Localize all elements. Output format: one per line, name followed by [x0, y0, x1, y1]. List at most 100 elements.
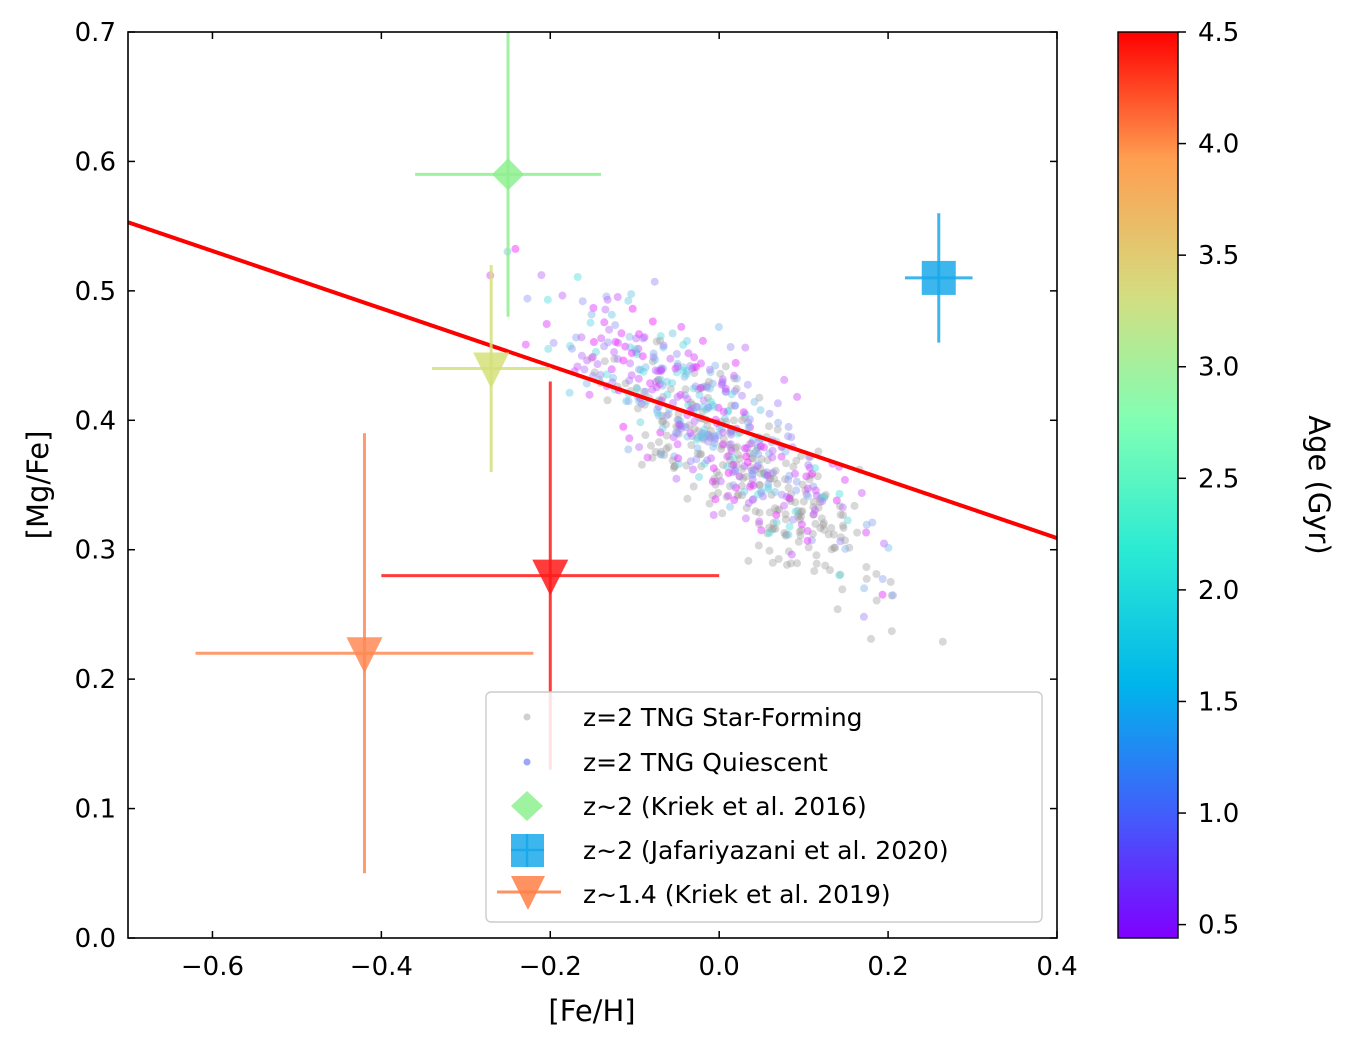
star-forming-point	[711, 480, 720, 489]
quiescent-point	[558, 291, 567, 300]
star-forming-point	[610, 354, 619, 363]
colorbar	[1117, 31, 1179, 939]
star-forming-point	[730, 374, 739, 383]
quiescent-point	[659, 364, 668, 373]
star-forming-point	[740, 413, 749, 422]
quiescent-point	[777, 490, 786, 499]
quiescent-point	[697, 429, 706, 438]
quiescent-point	[611, 321, 620, 330]
quiescent-point	[692, 363, 701, 372]
quiescent-point	[614, 338, 622, 347]
quiescent-point	[788, 515, 797, 524]
star-forming-point	[814, 503, 823, 512]
star-forming-point	[685, 421, 694, 430]
quiescent-point	[785, 522, 794, 531]
star-forming-point	[825, 566, 834, 575]
quiescent-point	[636, 418, 645, 427]
quiescent-point	[710, 402, 719, 411]
star-forming-point	[747, 480, 756, 489]
star-forming-point	[686, 398, 695, 407]
quiescent-point	[782, 492, 791, 501]
quiescent-point	[835, 489, 844, 498]
quiescent-point	[634, 397, 643, 406]
quiescent-point	[656, 332, 665, 341]
quiescent-point	[619, 422, 628, 431]
star-forming-point	[703, 421, 712, 430]
legend-marker-quiescent	[523, 758, 531, 766]
star-forming-point	[821, 491, 830, 499]
star-forming-point	[801, 486, 810, 495]
quiescent-point	[699, 403, 707, 412]
star-forming-point	[798, 480, 807, 489]
quiescent-point	[716, 477, 725, 486]
quiescent-point	[690, 417, 699, 426]
star-forming-point	[745, 449, 754, 458]
axis-ticks: −0.6 −0.4 −0.2 0.0 0.2 0.4 0.0 0.1 0.2 0.3 0.4 0.5 0…	[75, 18, 1078, 982]
star-forming-point	[809, 503, 818, 512]
star-forming-point	[853, 528, 862, 537]
quiescent-point	[803, 536, 812, 545]
quiescent-point	[639, 367, 648, 376]
x-tick-label: 0.4	[1036, 952, 1077, 982]
legend-label-kriek2016: z~2 (Kriek et al. 2016)	[583, 792, 867, 821]
legend-label-quiescent: z=2 TNG Quiescent	[583, 748, 828, 777]
quiescent-point	[617, 329, 626, 338]
star-forming-point	[747, 454, 756, 462]
quiescent-point	[610, 348, 619, 357]
star-forming-point	[811, 519, 820, 528]
quiescent-point	[718, 379, 727, 388]
star-forming-point	[718, 509, 727, 518]
quiescent-point	[626, 343, 635, 352]
quiescent-point	[803, 527, 812, 535]
quiescent-point	[671, 364, 680, 373]
star-forming-point	[812, 559, 821, 568]
quiescent-point	[676, 424, 685, 433]
quiescent-point	[739, 408, 748, 417]
quiescent-point	[817, 493, 826, 502]
quiescent-point	[624, 397, 633, 406]
fit-line-layer	[128, 220, 1057, 540]
quiescent-point	[659, 341, 668, 350]
quiescent-point	[679, 422, 687, 431]
quiescent-point	[714, 431, 723, 440]
quiescent-point	[690, 363, 698, 372]
quiescent-point	[597, 334, 606, 343]
star-forming-point	[763, 456, 772, 465]
quiescent-point	[651, 366, 660, 375]
star-forming-point	[731, 444, 740, 453]
star-forming-point	[706, 433, 715, 442]
colorbar-label: Age (Gyr)	[1302, 415, 1336, 555]
quiescent-point	[663, 377, 672, 386]
star-forming-point	[712, 468, 721, 476]
star-forming-point	[769, 524, 778, 533]
quiescent-point	[756, 442, 765, 451]
quiescent-point	[755, 517, 764, 526]
quiescent-point	[688, 432, 696, 440]
star-forming-point	[793, 506, 802, 515]
quiescent-point	[764, 479, 773, 488]
quiescent-point	[836, 537, 845, 546]
quiescent-point	[638, 352, 647, 361]
star-forming-point	[697, 450, 705, 459]
quiescent-point	[729, 460, 738, 469]
quiescent-point	[768, 453, 777, 462]
quiescent-point	[727, 446, 736, 455]
quiescent-point	[731, 387, 739, 396]
quiescent-point	[631, 345, 640, 354]
quiescent-point	[640, 333, 649, 342]
quiescent-point	[760, 471, 769, 480]
quiescent-point	[731, 465, 740, 474]
quiescent-point	[753, 462, 762, 470]
quiescent-point	[605, 325, 614, 334]
star-forming-point	[771, 466, 780, 475]
quiescent-point	[600, 342, 609, 351]
quiescent-point	[706, 397, 715, 406]
quiescent-point	[748, 469, 757, 478]
star-forming-point	[674, 429, 683, 438]
quiescent-point	[632, 348, 641, 357]
quiescent-point	[784, 432, 792, 441]
quiescent-point	[686, 429, 695, 437]
star-forming-point	[820, 492, 829, 501]
quiescent-point	[698, 433, 706, 442]
star-forming-point	[687, 441, 696, 450]
